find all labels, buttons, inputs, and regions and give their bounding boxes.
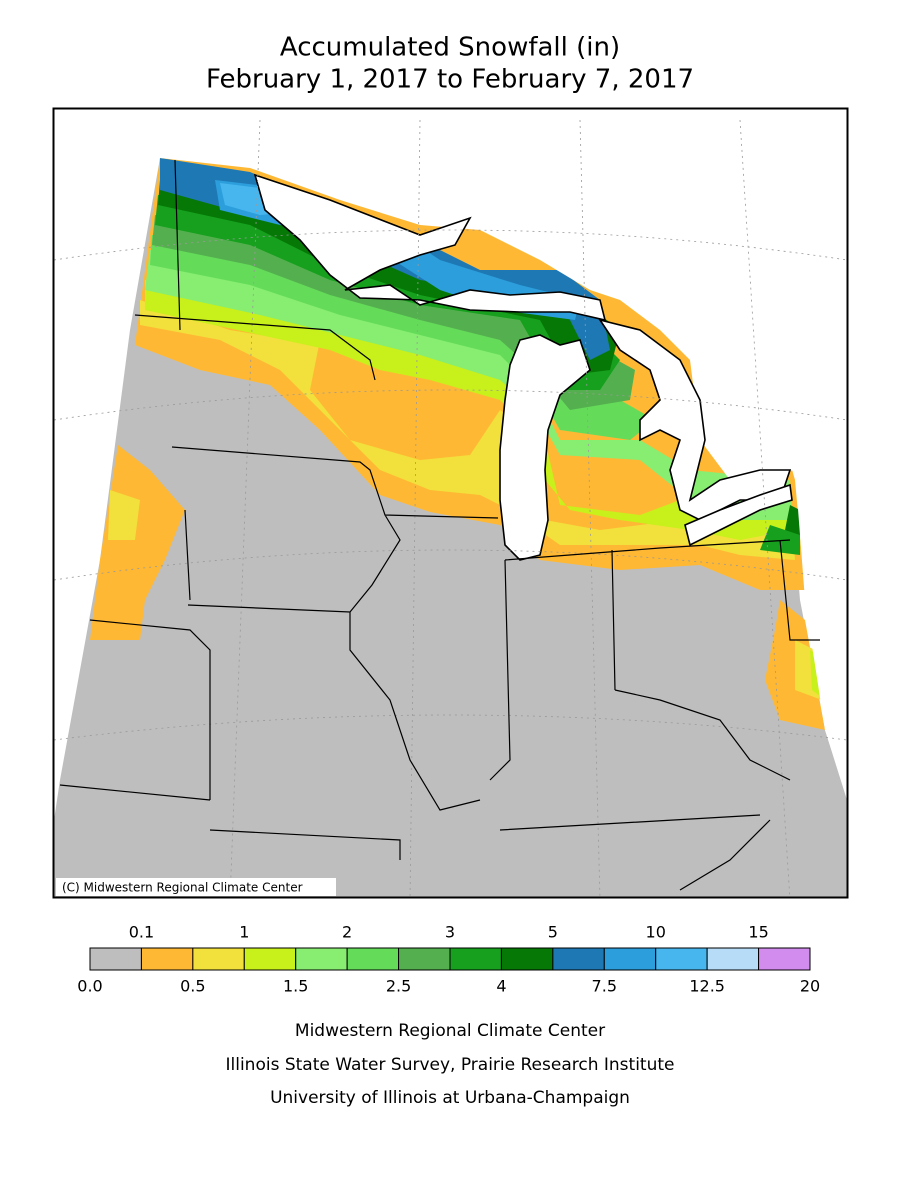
legend-swatch — [140, 947, 194, 971]
legend-label: 0.5 — [180, 977, 205, 996]
legend-swatch — [706, 947, 760, 971]
legend-label: 4 — [496, 977, 506, 996]
lake-erie — [684, 483, 793, 547]
snow-band-midgreen — [152, 215, 635, 410]
legend-swatch — [758, 947, 811, 971]
legend-label: 2.5 — [386, 977, 411, 996]
copyright: (C) Midwestern Regional Climate Center — [62, 881, 303, 895]
lake-superior — [253, 173, 607, 322]
legend-label: 15 — [748, 923, 768, 942]
map-title: Accumulated Snowfall (in) — [280, 33, 620, 63]
legend-swatch — [192, 947, 245, 971]
legend-label: 1 — [239, 923, 249, 942]
legend-swatch — [655, 947, 708, 971]
legend-swatch — [295, 947, 348, 971]
legend-label: 20 — [800, 977, 820, 996]
legend-label: 5 — [548, 923, 558, 942]
snow-band-yellowgreen — [145, 280, 792, 540]
footer-line: Midwestern Regional Climate Center — [295, 1021, 605, 1041]
legend-label: 3 — [445, 923, 455, 942]
lake-michigan — [499, 334, 591, 561]
snow-band-yellow — [140, 300, 795, 560]
legend-swatch — [89, 947, 142, 971]
lake-huron — [598, 318, 792, 521]
legend-label: 1.5 — [283, 977, 308, 996]
footer-line: Illinois State Water Survey, Prairie Res… — [226, 1055, 675, 1075]
legend-label: 0.1 — [129, 923, 154, 942]
legend-swatch — [552, 947, 605, 971]
legend-swatch — [603, 947, 657, 971]
legend-label: 10 — [646, 923, 666, 942]
snow-band-yellow — [108, 490, 140, 540]
legend-swatch — [346, 947, 400, 971]
map: (C) Midwestern Regional Climate Center — [52, 107, 849, 899]
snow-band-green — [150, 235, 655, 440]
legend-label: 7.5 — [592, 977, 617, 996]
legend-swatch — [449, 947, 502, 971]
legend-label: 12.5 — [689, 977, 725, 996]
legend-swatch — [243, 947, 297, 971]
legend-swatch — [398, 947, 451, 971]
copyright-box — [56, 878, 336, 896]
map-subtitle: February 1, 2017 to February 7, 2017 — [206, 65, 694, 95]
legend-swatch — [500, 947, 554, 971]
footer-line: University of Illinois at Urbana-Champai… — [270, 1088, 630, 1108]
legend-label: 0.0 — [77, 977, 102, 996]
snow-band-darkgreen — [158, 180, 620, 375]
legend: 0.0 0.1 0.5 1 1.5 2 2.5 3 4 5 7.5 10 12.5 15 20 — [77, 923, 820, 996]
legend-label: 2 — [342, 923, 352, 942]
map-frame — [52, 107, 849, 899]
snow-band-lightgreen — [145, 250, 792, 520]
